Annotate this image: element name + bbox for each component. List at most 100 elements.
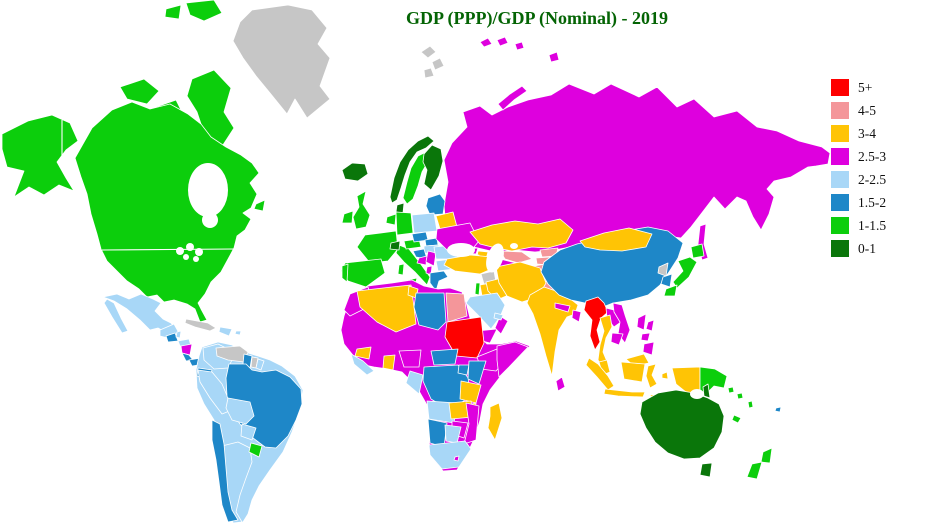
country-indonesia-sulawesi — [645, 363, 658, 389]
country-vietnam — [612, 302, 631, 344]
legend-label: 1.5-2 — [858, 195, 887, 210]
country-italy — [395, 244, 431, 286]
country-paraguay — [240, 423, 257, 441]
legend-swatch — [831, 148, 849, 165]
country-egypt — [445, 292, 468, 323]
country-canada — [185, 0, 223, 22]
legend-swatch — [831, 125, 849, 142]
country-russia-franz-josef — [514, 41, 525, 51]
country-cuba — [184, 318, 217, 332]
country-japan-kyushu — [663, 284, 678, 297]
country-belize — [175, 330, 182, 339]
country-greenland — [232, 4, 331, 119]
country-mongolia — [579, 227, 653, 252]
territory-svalbard — [423, 67, 435, 79]
country-saudi-arabia — [465, 292, 506, 330]
country-canada — [253, 199, 266, 212]
country-greece — [429, 270, 449, 292]
country-serbia — [425, 250, 437, 267]
caspian-sea — [486, 243, 504, 273]
country-mexico-baja — [103, 298, 129, 334]
country-canada — [164, 4, 182, 20]
country-guinea — [354, 346, 372, 360]
country-bangladesh — [571, 309, 582, 323]
country-poland — [411, 212, 438, 234]
country-lesotho — [453, 455, 460, 462]
legend: 5+ 4-5 3-4 2.5-3 2-2.5 1.5-2 1-1.5 0-1 — [831, 76, 886, 260]
country-mozambique — [463, 402, 480, 445]
legend-item: 1.5-2 — [831, 191, 886, 214]
country-russia-franz-josef — [479, 37, 493, 48]
legend-item: 4-5 — [831, 99, 886, 122]
country-somalia — [496, 341, 529, 378]
country-puerto-rico — [234, 330, 242, 336]
country-australia — [639, 389, 725, 460]
country-japan-honshu — [672, 256, 698, 289]
country-libya — [413, 292, 447, 331]
legend-label: 5+ — [858, 80, 873, 95]
country-oman — [494, 315, 509, 335]
country-australia-tasmania — [699, 462, 713, 478]
black-sea — [447, 243, 475, 257]
country-sierra-leone-liberia — [350, 353, 375, 376]
country-chile — [211, 419, 239, 523]
country-south-africa — [428, 440, 472, 470]
country-iceland — [341, 162, 369, 182]
country-indonesia-sumatra — [585, 357, 615, 391]
legend-item: 5+ — [831, 76, 886, 99]
country-central-african-republic — [430, 348, 459, 366]
country-nicaragua — [180, 343, 193, 356]
country-portugal — [341, 263, 349, 283]
legend-item: 1-1.5 — [831, 214, 886, 237]
country-alaska — [1, 114, 79, 198]
country-canada — [119, 78, 160, 105]
country-bolivia — [225, 397, 255, 425]
aral-sea — [510, 243, 518, 249]
great-lake — [195, 248, 203, 256]
great-lake — [183, 254, 189, 260]
country-philippines-luzon — [636, 313, 647, 331]
country-uruguay — [248, 442, 263, 458]
territory-svalbard — [431, 57, 445, 71]
hudson-bay — [188, 163, 228, 217]
legend-label: 1-1.5 — [858, 218, 887, 233]
country-algeria — [356, 284, 417, 333]
country-uganda — [457, 364, 470, 376]
country-united-arab-emirates — [493, 312, 504, 321]
country-solomon-islands — [736, 392, 744, 400]
country-hispaniola — [218, 326, 233, 337]
james-bay — [202, 212, 218, 228]
legend-swatch — [831, 171, 849, 188]
country-indonesia-maluku — [661, 371, 669, 380]
country-russia-novaya-zemlya — [497, 85, 528, 111]
country-united-kingdom — [352, 190, 371, 230]
map-title: GDP (PPP)/GDP (Nominal) - 2019 — [406, 8, 668, 28]
country-baltic-states — [425, 193, 446, 216]
country-kenya — [467, 360, 487, 385]
us-canada-border — [101, 248, 235, 251]
country-ghana — [382, 354, 396, 371]
country-united-states-and-canada-mainland — [74, 101, 260, 323]
legend-item: 0-1 — [831, 237, 886, 260]
legend-item: 2-2.5 — [831, 168, 886, 191]
country-switzerland — [389, 240, 401, 251]
great-lake — [176, 247, 184, 255]
country-ireland — [341, 210, 354, 224]
legend-swatch — [831, 217, 849, 234]
country-bosnia — [416, 255, 428, 266]
country-canada — [186, 69, 235, 149]
legend-swatch — [831, 79, 849, 96]
country-namibia — [427, 418, 448, 448]
great-lake — [193, 256, 199, 262]
legend-label: 3-4 — [858, 126, 876, 141]
legend-label: 4-5 — [858, 103, 876, 118]
country-new-zealand-south — [746, 461, 763, 480]
country-russia-severnaya-zemlya — [548, 51, 560, 63]
country-nigeria — [398, 349, 422, 368]
country-benelux — [385, 213, 397, 226]
country-israel — [474, 282, 481, 296]
country-finland — [422, 144, 444, 191]
country-norway — [389, 135, 435, 204]
